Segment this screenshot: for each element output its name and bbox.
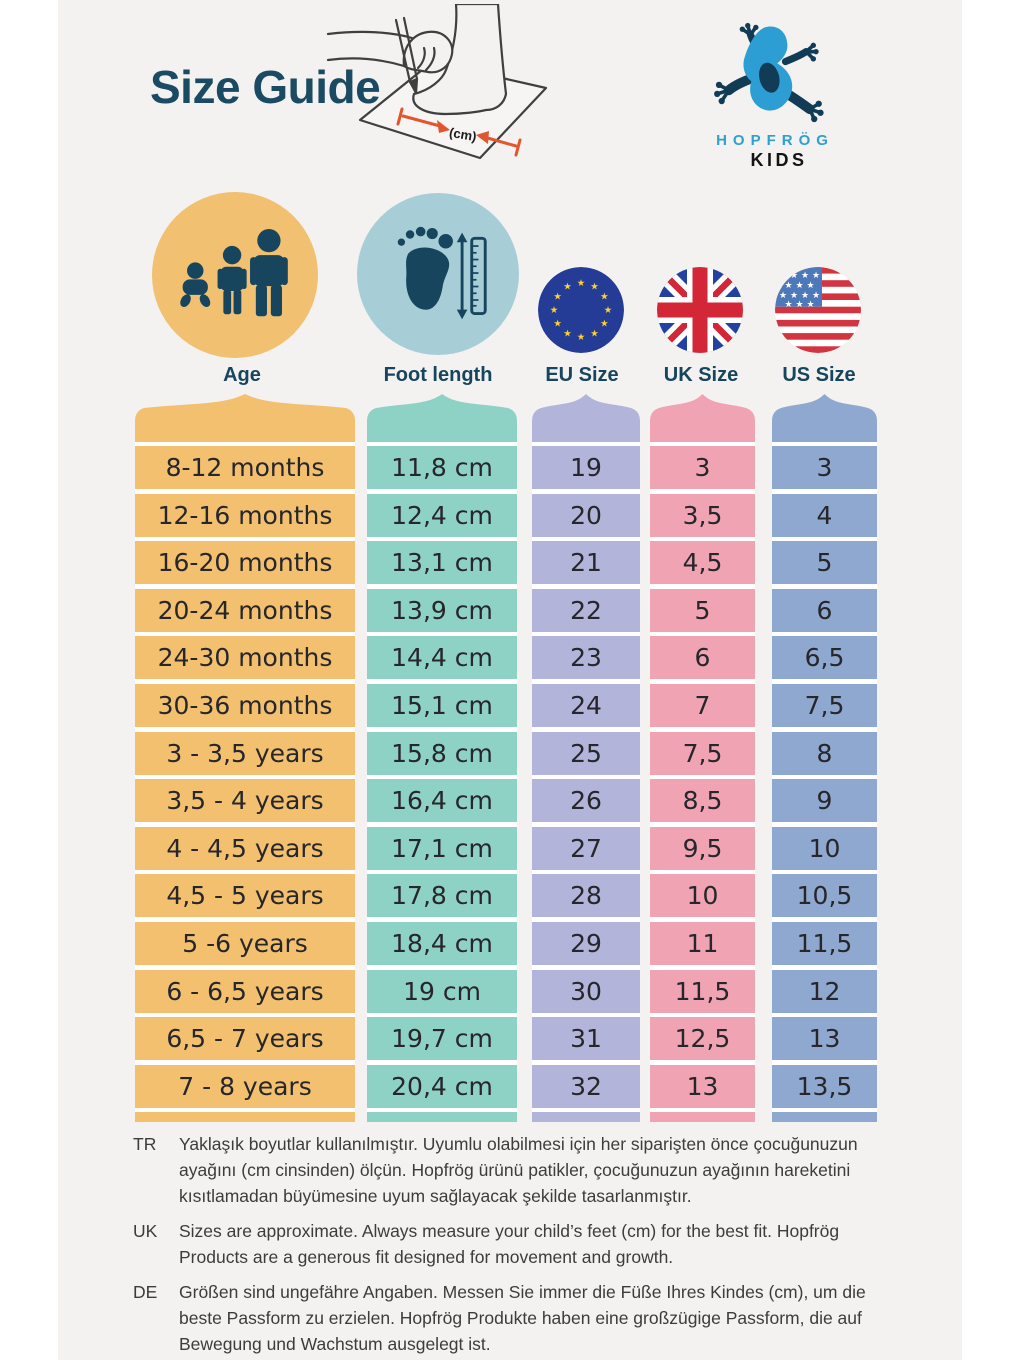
hand-outline xyxy=(402,30,454,74)
note-lang-label: UK xyxy=(133,1221,158,1241)
page-title: Size Guide xyxy=(150,61,381,113)
us-flag-icon: ★★★★ ★★★ ★★★★ ★★★ xyxy=(775,267,861,353)
svg-text:★: ★ xyxy=(600,319,609,330)
finger-line xyxy=(424,46,436,72)
footprint-ruler-icon xyxy=(397,226,487,320)
notes: TR Yaklaşık boyutlar kullanılmıştır. Uyum… xyxy=(133,1131,889,1360)
column-label-eu: EU Size xyxy=(545,364,619,386)
column-label-foot: Foot length xyxy=(383,364,493,386)
svg-text:★: ★ xyxy=(577,278,586,289)
svg-text:★: ★ xyxy=(553,292,562,303)
svg-text:★: ★ xyxy=(784,300,792,310)
pencil-icon xyxy=(402,16,419,81)
svg-text:★: ★ xyxy=(590,282,599,293)
pencil-tip xyxy=(408,77,419,95)
svg-text:★: ★ xyxy=(563,328,572,339)
svg-text:★: ★ xyxy=(563,282,572,293)
svg-text:★: ★ xyxy=(600,292,609,303)
svg-text:★: ★ xyxy=(779,291,787,301)
uk-flag-icon xyxy=(657,267,743,353)
arm-bottom-line xyxy=(326,57,406,68)
brand-logo: HOPFRÖG KIDS xyxy=(698,22,846,171)
measure-arrowheads xyxy=(437,120,489,144)
note-text: Sizes are approximate. Always measure yo… xyxy=(179,1221,840,1267)
frog-icon xyxy=(714,22,824,123)
svg-text:★: ★ xyxy=(812,291,820,301)
cm-annotation: (cm) xyxy=(448,125,478,145)
svg-text:★: ★ xyxy=(801,291,809,301)
svg-text:★: ★ xyxy=(795,281,803,291)
family-icon xyxy=(180,228,288,317)
svg-text:★: ★ xyxy=(604,305,613,316)
svg-text:★: ★ xyxy=(577,332,586,343)
eu-flag-icon: ★ ★ ★ ★ ★ ★ ★ ★ ★ ★ ★ ★ xyxy=(538,267,624,353)
svg-text:★: ★ xyxy=(553,319,562,330)
column-label-age: Age xyxy=(223,364,261,386)
measure-arrows xyxy=(396,107,522,157)
note-text: Yaklaşık boyutlar kullanılmıştır. Uyumlu… xyxy=(179,1134,858,1206)
svg-text:★: ★ xyxy=(790,271,798,281)
column-label-us: US Size xyxy=(782,364,856,386)
pencil-icon xyxy=(394,18,412,84)
note-tr: TR Yaklaşık boyutlar kullanılmıştır. Uyum… xyxy=(133,1131,889,1209)
note-de: DE Größen sind ungefähre Angaben. Messen … xyxy=(133,1279,889,1357)
svg-text:★: ★ xyxy=(795,300,803,310)
svg-text:★: ★ xyxy=(812,271,820,281)
note-text: Größen sind ungefähre Angaben. Messen Si… xyxy=(179,1282,866,1354)
arm-top-line xyxy=(326,30,414,40)
svg-text:★: ★ xyxy=(784,281,792,291)
svg-text:★: ★ xyxy=(550,305,559,316)
svg-text:★: ★ xyxy=(590,328,599,339)
svg-text:★: ★ xyxy=(801,271,809,281)
svg-text:★: ★ xyxy=(806,300,814,310)
brand-sub-name: KIDS xyxy=(750,150,808,170)
note-lang-label: DE xyxy=(133,1282,158,1302)
svg-text:★: ★ xyxy=(790,291,798,301)
note-lang-label: TR xyxy=(133,1134,157,1154)
brand-name: HOPFRÖG xyxy=(716,132,834,149)
foot-measuring-illustration: (cm) xyxy=(326,4,548,160)
frog-spot xyxy=(759,62,780,93)
age-icon-circle xyxy=(152,192,318,358)
leg-foot-outline xyxy=(412,4,508,116)
svg-text:★: ★ xyxy=(806,281,814,291)
note-uk: UK Sizes are approximate. Always measure … xyxy=(133,1218,889,1270)
foot-length-icon-circle xyxy=(357,193,519,355)
column-label-uk: UK Size xyxy=(663,364,739,386)
finger-line xyxy=(416,46,426,70)
